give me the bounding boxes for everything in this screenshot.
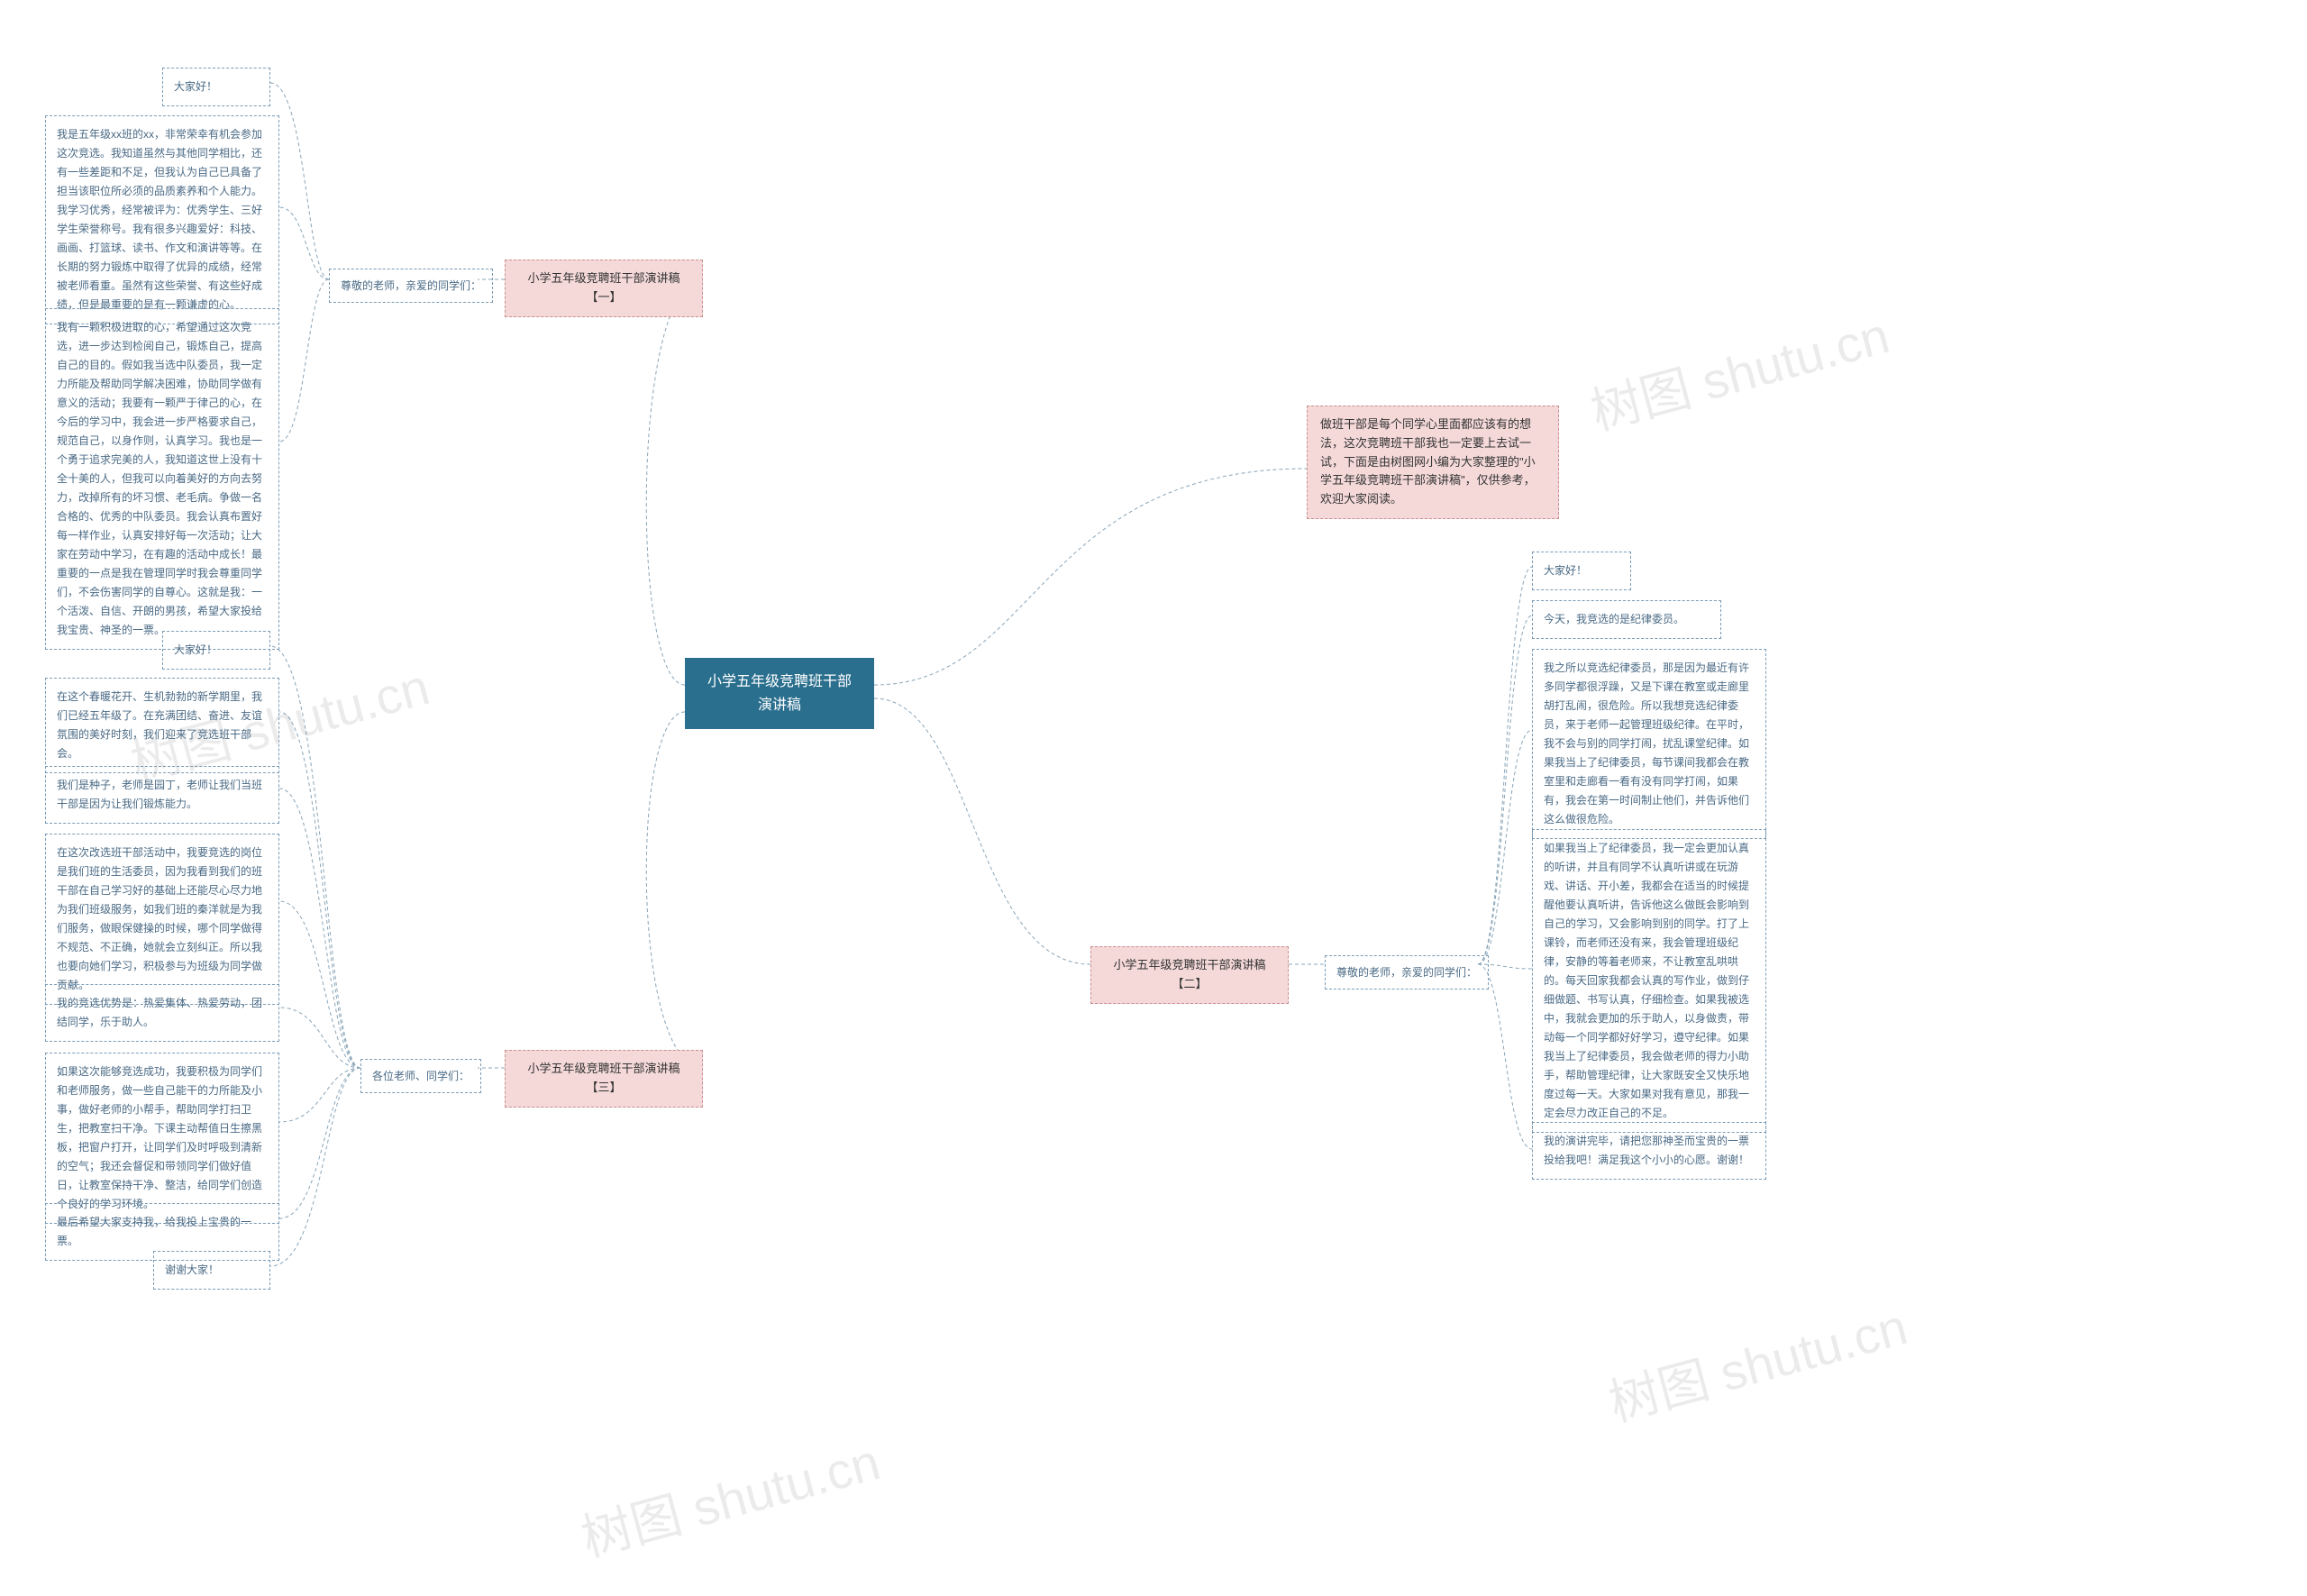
branch-greeting-three: 各位老师、同学们： <box>360 1059 481 1093</box>
leaf-node: 我的竞选优势是：热爱集体、热爱劳动，团结同学，乐于助人。 <box>45 984 279 1042</box>
leaf-node: 谢谢大家！ <box>153 1251 270 1290</box>
leaf-node: 大家好！ <box>1532 552 1631 590</box>
leaf-node: 我的演讲完毕，请把您那神圣而宝贵的一票投给我吧！满足我这个小小的心愿。谢谢！ <box>1532 1122 1766 1180</box>
watermark: 树图 shutu.cn <box>1600 1286 1914 1436</box>
intro-node: 做班干部是每个同学心里面都应该有的想法，这次竞聘班干部我也一定要上去试一试，下面… <box>1307 406 1559 519</box>
branch-title-two: 小学五年级竞聘班干部演讲稿【二】 <box>1090 946 1289 1004</box>
branch-title-one: 小学五年级竞聘班干部演讲稿【一】 <box>505 260 703 317</box>
leaf-node: 在这次改选班干部活动中，我要竞选的岗位是我们班的生活委员，因为我看到我们的班干部… <box>45 834 279 1005</box>
branch-greeting-two: 尊敬的老师，亲爱的同学们： <box>1325 955 1489 990</box>
leaf-node: 大家好！ <box>162 68 270 106</box>
connector-lines <box>0 0 2307 1596</box>
watermark: 树图 shutu.cn <box>572 1421 887 1571</box>
leaf-node: 我们是种子，老师是园丁，老师让我们当班干部是因为让我们锻炼能力。 <box>45 766 279 824</box>
branch-title-three: 小学五年级竞聘班干部演讲稿【三】 <box>505 1050 703 1108</box>
branch-greeting-one: 尊敬的老师，亲爱的同学们： <box>329 269 493 303</box>
leaf-node: 我是五年级xx班的xx，非常荣幸有机会参加这次竞选。我知道虽然与其他同学相比，还… <box>45 115 279 324</box>
leaf-node: 今天，我竞选的是纪律委员。 <box>1532 600 1721 639</box>
center-node: 小学五年级竞聘班干部演讲稿 <box>685 658 874 729</box>
leaf-node: 我有一颗积极进取的心，希望通过这次竞选，进一步达到检阅自己，锻炼自己，提高自己的… <box>45 308 279 650</box>
leaf-node: 如果这次能够竞选成功，我要积极为同学们和老师服务，做一些自己能干的力所能及小事，… <box>45 1053 279 1224</box>
leaf-node: 在这个春暖花开、生机勃勃的新学期里，我们已经五年级了。在充满团结、奋进、友谊氛围… <box>45 678 279 773</box>
watermark: 树图 shutu.cn <box>1582 295 1896 444</box>
leaf-node: 如果我当上了纪律委员，我一定会更加认真的听讲，并且有同学不认真听讲或在玩游戏、讲… <box>1532 829 1766 1133</box>
leaf-node: 我之所以竞选纪律委员，那是因为最近有许多同学都很浮躁，又是下课在教室或走廊里胡打… <box>1532 649 1766 839</box>
leaf-node: 大家好！ <box>162 631 270 670</box>
